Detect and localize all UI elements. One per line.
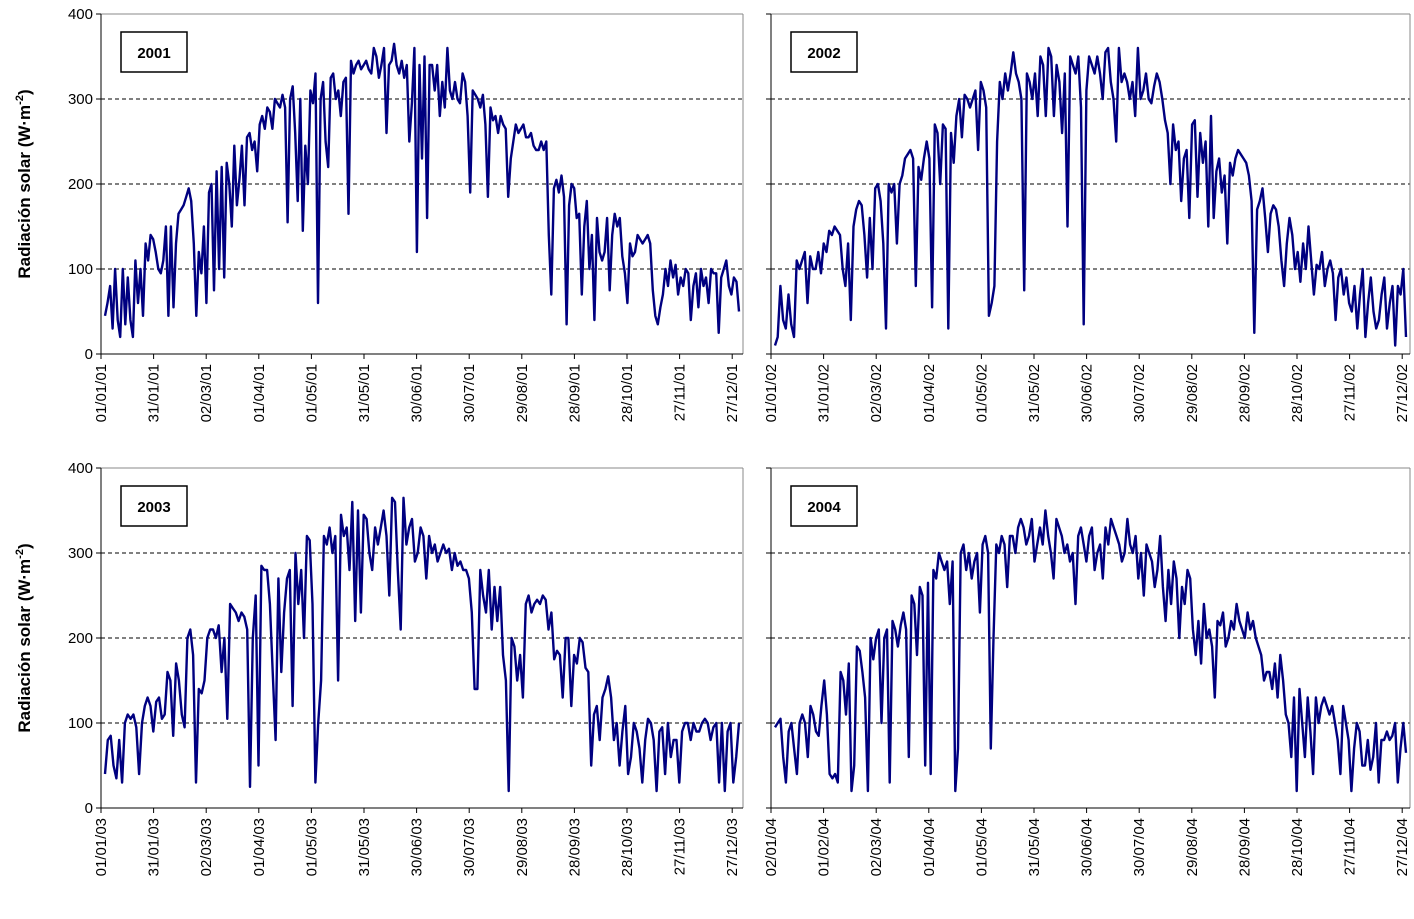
x-tick-label: 01/05/04 [973,818,990,876]
year-label-box [790,31,858,73]
x-tick-label: 28/10/04 [1289,818,1306,876]
x-tick-label: 01/05/02 [973,364,990,422]
y-tick-label: 100 [68,261,93,278]
y-tick-label: 100 [68,715,93,732]
x-tick-label: 31/01/02 [816,364,833,422]
y-tick-label: 0 [85,346,93,363]
year-label: 2002 [807,45,840,62]
x-tick-label: 28/09/03 [566,818,583,876]
x-tick-label: 28/09/01 [566,364,583,422]
x-tick-label: 30/06/02 [1079,364,1096,422]
x-tick-label: 30/06/01 [409,364,426,422]
y-tick-label: 0 [85,800,93,817]
year-label-box [790,485,858,527]
x-tick-label: 28/10/03 [619,818,636,876]
x-tick-label: 27/11/01 [672,364,689,421]
y-axis-label: Radiación solar (W·m-2) [14,89,34,278]
x-tick-label: 01/04/04 [921,818,938,876]
x-tick-label: 28/09/02 [1236,364,1253,422]
series-line [773,46,1408,347]
series-line [103,42,741,339]
x-tick-label: 01/02/04 [816,818,833,876]
y-tick-label: 400 [68,460,93,477]
y-tick-label: 200 [68,176,93,193]
y-tick-label: 400 [68,6,93,23]
x-tick-label: 27/12/03 [724,818,741,876]
y-axis-label: Radiación solar (W·m-2) [14,543,34,732]
x-tick-label: 28/10/01 [619,364,636,422]
x-tick-label: 30/06/04 [1079,818,1096,876]
x-tick-label: 01/05/01 [303,364,320,422]
x-tick-label: 31/05/02 [1026,364,1043,422]
x-tick-label: 27/12/02 [1394,364,1411,422]
x-tick-label: 30/07/02 [1131,364,1148,422]
x-tick-label: 02/03/04 [868,818,885,876]
x-tick-label: 01/04/03 [251,818,268,876]
chart-panel-2003: 0 100 200 300 400 Radiación solar (W·m-2) 01/0… [14,460,744,876]
x-tick-label: 02/03/02 [868,364,885,422]
x-tick-label: 29/08/03 [514,818,531,876]
x-tick-label: 30/07/04 [1131,818,1148,876]
y-tick-label: 300 [68,91,93,108]
year-label-box [120,485,188,527]
x-tick-label: 31/01/03 [146,818,163,876]
x-tick-label: 27/12/04 [1394,818,1411,876]
x-tick-label: 02/03/03 [198,818,215,876]
series-line [773,509,1408,793]
x-tick-label: 27/11/04 [1342,818,1359,875]
series-line [103,496,741,793]
y-tick-label: 200 [68,630,93,647]
x-tick-label: 28/10/02 [1289,364,1306,422]
x-tick-label: 29/08/01 [514,364,531,422]
y-tick-label: 300 [68,545,93,562]
x-tick-label: 01/01/01 [93,364,110,422]
x-tick-label: 31/01/01 [146,364,163,422]
x-tick-label: 29/08/02 [1184,364,1201,422]
x-tick-label: 01/01/02 [763,364,780,422]
chart-panel-2002: 01/01/02 31/01/02 02/03/02 01/04/02 01/05/02… [763,13,1411,422]
x-tick-label: 27/11/02 [1342,364,1359,421]
x-tick-label: 30/07/03 [461,818,478,876]
x-tick-label: 27/11/03 [672,818,689,875]
x-tick-label: 02/01/04 [763,818,780,876]
year-label-box [120,31,188,73]
x-tick-label: 01/05/03 [303,818,320,876]
x-tick-label: 31/05/04 [1026,818,1043,876]
x-tick-label: 29/08/04 [1184,818,1201,876]
x-tick-label: 01/01/03 [93,818,110,876]
x-tick-label: 31/05/01 [356,364,373,422]
x-tick-label: 01/04/01 [251,364,268,422]
year-label: 2003 [137,499,170,516]
chart-panel-2001: 0 100 200 300 400 Radiación solar (W·m-2) 01/0… [14,6,744,422]
chart-panel-2004: 02/01/04 01/02/04 02/03/04 01/04/04 01/05/04… [763,467,1411,876]
x-tick-label: 30/07/01 [461,364,478,422]
x-tick-label: 31/05/03 [356,818,373,876]
year-label: 2004 [807,499,841,516]
x-tick-label: 28/09/04 [1236,818,1253,876]
x-tick-label: 01/04/02 [921,364,938,422]
x-tick-label: 02/03/01 [198,364,215,422]
x-tick-label: 30/06/03 [409,818,426,876]
year-label: 2001 [137,45,170,62]
x-tick-label: 27/12/01 [724,364,741,422]
